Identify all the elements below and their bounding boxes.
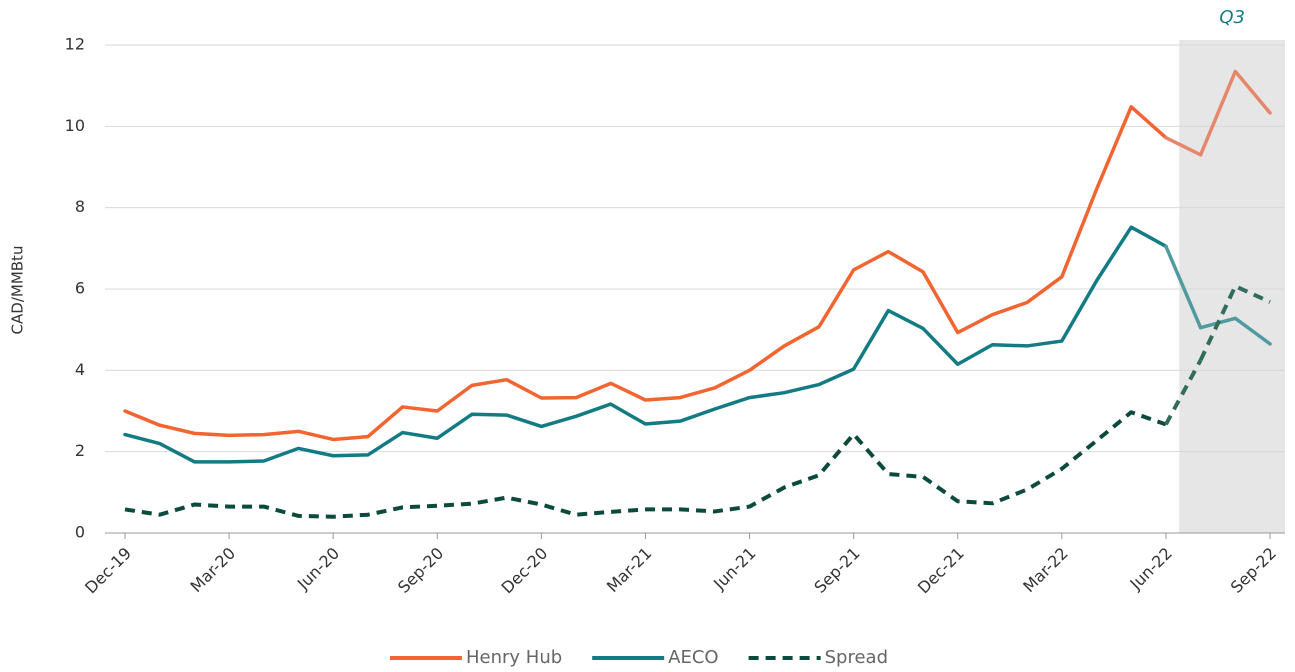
legend-item: Henry Hub	[390, 647, 562, 668]
legend-label: Henry Hub	[466, 647, 562, 668]
y-tick-label: 10	[65, 116, 85, 135]
legend-label: Spread	[825, 647, 888, 668]
x-tick-label: Mar-20	[187, 544, 240, 597]
x-tick-label: Sep-22	[1227, 544, 1280, 597]
legend-item: AECO	[592, 647, 719, 668]
series-line-highlight	[1198, 284, 1271, 362]
x-tick-label: Mar-22	[1019, 544, 1072, 597]
x-tick-label: Mar-21	[603, 544, 656, 597]
x-tick-label: Dec-19	[81, 544, 135, 598]
y-tick-label: 12	[65, 35, 85, 54]
x-tick-label: Dec-20	[498, 544, 552, 598]
series-connector	[1164, 359, 1203, 426]
x-tick-label: Sep-21	[810, 544, 863, 597]
highlight-label: Q3	[1219, 7, 1245, 28]
y-tick-label: 6	[75, 279, 85, 298]
x-tick-label: Jun-20	[293, 544, 343, 594]
series-line-highlight	[1198, 316, 1272, 346]
x-tick-label: Jun-21	[709, 544, 759, 594]
series-line	[124, 410, 1167, 519]
y-tick-label: 4	[75, 360, 85, 379]
y-tick-label: 2	[75, 441, 85, 460]
x-tick-label: Sep-20	[394, 544, 447, 597]
x-tick-label: Dec-21	[914, 544, 968, 598]
series-connector	[1164, 244, 1203, 330]
highlight-band	[1179, 40, 1285, 533]
series-line	[123, 105, 1168, 442]
series-line-highlight	[1198, 69, 1272, 157]
legend-item: Spread	[748, 647, 888, 668]
legend-label: AECO	[668, 647, 718, 668]
y-axis-label: CAD/MMBtu	[9, 246, 27, 335]
series-line	[123, 225, 1168, 464]
y-tick-label: 8	[75, 197, 85, 216]
y-tick-label: 0	[75, 523, 85, 542]
series-connector	[1164, 135, 1203, 157]
x-tick-label: Jun-22	[1126, 544, 1176, 594]
